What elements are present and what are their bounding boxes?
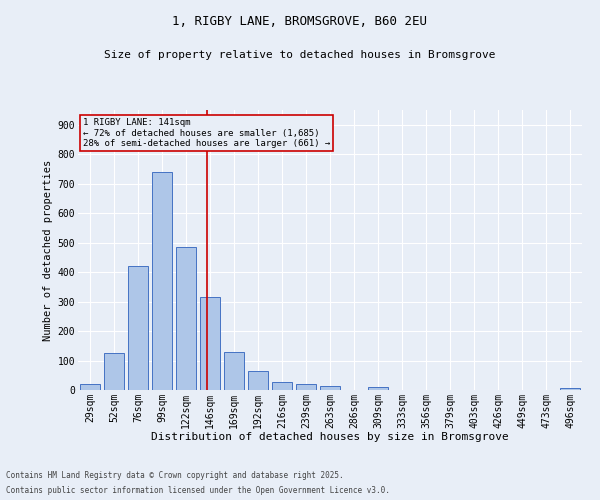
- Bar: [80, 384, 100, 390]
- Bar: [368, 387, 388, 390]
- Bar: [272, 382, 292, 390]
- Text: 1 RIGBY LANE: 141sqm
← 72% of detached houses are smaller (1,685)
28% of semi-de: 1 RIGBY LANE: 141sqm ← 72% of detached h…: [83, 118, 330, 148]
- Text: Contains HM Land Registry data © Crown copyright and database right 2025.: Contains HM Land Registry data © Crown c…: [6, 471, 344, 480]
- Text: Size of property relative to detached houses in Bromsgrove: Size of property relative to detached ho…: [104, 50, 496, 60]
- Bar: [152, 172, 172, 390]
- Bar: [128, 266, 148, 390]
- Bar: [176, 247, 196, 390]
- Bar: [200, 297, 220, 390]
- Text: 1, RIGBY LANE, BROMSGROVE, B60 2EU: 1, RIGBY LANE, BROMSGROVE, B60 2EU: [173, 15, 427, 28]
- Bar: [248, 371, 268, 390]
- Bar: [224, 352, 244, 390]
- Bar: [296, 384, 316, 390]
- Y-axis label: Number of detached properties: Number of detached properties: [43, 160, 53, 340]
- X-axis label: Distribution of detached houses by size in Bromsgrove: Distribution of detached houses by size …: [151, 432, 509, 442]
- Text: Contains public sector information licensed under the Open Government Licence v3: Contains public sector information licen…: [6, 486, 390, 495]
- Bar: [104, 353, 124, 390]
- Bar: [560, 388, 580, 390]
- Bar: [320, 386, 340, 390]
